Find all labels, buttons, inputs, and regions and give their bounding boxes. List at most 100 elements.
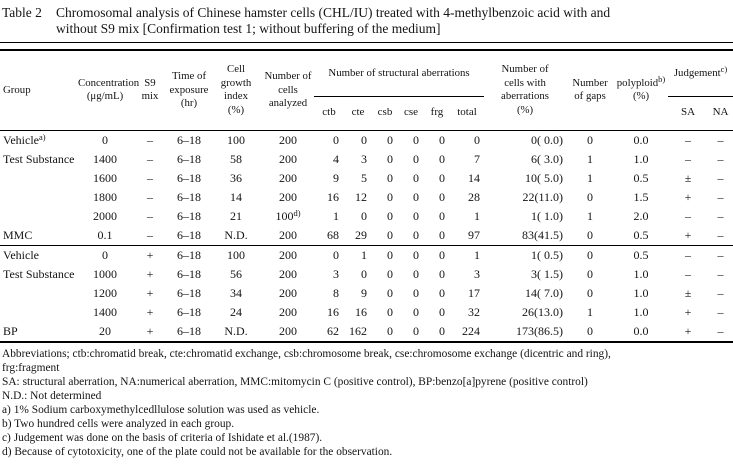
group-cell	[0, 303, 78, 322]
caption-text: Chromosomal analysis of Chinese hamster …	[56, 5, 611, 36]
header-row-sub: ctb cte csb cse frg total SA NA	[0, 96, 733, 131]
polyploid-cell: 0.0	[633, 132, 649, 147]
concentration-cell: 1400	[93, 151, 117, 166]
footnote-abbreviations-2: frg:fragment	[2, 361, 60, 374]
header-structural-aberrations: Number of structural aberrations	[314, 50, 485, 97]
polyploid-cell: 0.5	[614, 244, 669, 265]
cells-analyzed-cell: 200	[279, 189, 297, 204]
cell-growth-index-cell: 34	[230, 285, 242, 300]
frg-cell: 0	[439, 323, 445, 338]
judgement-sa-cell: +	[684, 304, 692, 319]
cells-with-aberrations-cell: 26(13.0)	[522, 304, 564, 319]
header-frg: frg	[424, 96, 450, 131]
table-block-without-s9: Vehiclea) 0–6–18 100 200 0 0 0 0 0 0 0( 0.0) 0 0.0– –…	[0, 130, 733, 245]
frg-cell: 0	[439, 227, 445, 242]
footnote-nd: N.D.: Not determined	[2, 389, 102, 402]
cte-cell: 162	[349, 323, 367, 338]
cell-growth-index-cell: 14	[230, 189, 242, 204]
polyploid-cell: 1.0	[633, 285, 649, 300]
group-cell: MMC	[3, 227, 33, 242]
total-cell: 14	[468, 170, 481, 185]
header-cells-analyzed: Number of cells analyzed	[262, 50, 314, 131]
judgement-na-cell: –	[717, 266, 724, 281]
s9-mix-cell: +	[146, 266, 154, 281]
polyploid-cell: 1.0	[633, 304, 649, 319]
group-cell	[0, 207, 78, 226]
table-block-with-s9: Vehicle 0 +6–18 100 200 0 1 0 0 0 1 1( 0.5) 0 0.5– – Te…	[0, 244, 733, 342]
time-of-exposure-cell: 6–18	[168, 244, 210, 265]
cell-growth-index-cell: 58	[230, 151, 242, 166]
table-header: Group Concentration (μg/mL) S9 mix Time …	[0, 50, 733, 131]
cell-growth-index-cell: 100	[227, 132, 245, 147]
csb-cell: 0	[387, 266, 393, 281]
cte-cell: 16	[355, 304, 367, 319]
cse-cell: 0	[398, 244, 424, 265]
header-ctb: ctb	[314, 96, 344, 131]
cte-cell: 0	[361, 266, 367, 281]
csb-cell: 0	[387, 285, 393, 300]
table-row: BP 20 +6–18 N.D. 200 62 162 0 0 0 224 173(86.5) 0 0.0…	[0, 322, 733, 342]
frg-cell: 0	[439, 285, 445, 300]
cse-cell: 0	[413, 151, 419, 166]
ctb-cell: 0	[314, 244, 344, 265]
time-of-exposure-cell: 6–18	[177, 266, 201, 281]
concentration-cell: 20	[99, 323, 111, 338]
table-row: 1600 – 6–18 36 200 9 5 0 0 0 14 10( 5.0) 1 0.5 ± –	[0, 169, 733, 188]
gaps-cell: 1	[587, 151, 594, 166]
gaps-cell: 0	[587, 227, 594, 242]
polyploid-cell: 2.0	[633, 208, 649, 223]
total-cell: 28	[468, 189, 481, 204]
polyploid-unit: (%)	[632, 90, 650, 103]
frg-cell: 0	[439, 170, 445, 185]
header-gaps: Number of gaps	[566, 50, 615, 131]
table-row: Test Substance 1400 – 6–18 58 200 4 3 0 0 0 7 6( 3.0…	[0, 150, 733, 169]
table-number: Table 2	[2, 5, 42, 20]
cell-growth-index-cell: 36	[230, 170, 242, 185]
ctb-cell: 1	[333, 208, 339, 223]
header-cse: cse	[398, 96, 424, 131]
s9-mix-cell: +	[132, 244, 168, 265]
concentration-cell: 0	[78, 244, 132, 265]
csb-cell: 0	[387, 208, 393, 223]
cte-cell: 3	[361, 151, 367, 166]
total-cell: 224	[462, 323, 481, 338]
time-of-exposure-cell: 6–18	[177, 227, 201, 242]
polyploid-label: polyploid	[616, 76, 659, 89]
header-group: Group	[0, 50, 78, 131]
gaps-cell: 1	[587, 208, 594, 223]
ctb-cell: 9	[333, 170, 339, 185]
ctb-cell: 0	[333, 132, 339, 147]
total-cell: 17	[468, 285, 481, 300]
cells-analyzed-cell: 100d)	[275, 207, 301, 223]
cells-with-aberrations-cell: 173(86.5)	[516, 323, 564, 338]
table-row: 1800 – 6–18 14 200 16 12 0 0 0 28 22(11.0) 0 1.5 + –	[0, 188, 733, 207]
cse-cell: 0	[413, 285, 419, 300]
s9-mix-cell: –	[147, 132, 153, 147]
concentration-cell: 2000	[93, 208, 117, 223]
table-row: 2000 – 6–18 21 100d) 1 0 0 0 0 1 1( 1.0) 1 2.0 – –	[0, 207, 733, 226]
gaps-cell: 0	[587, 266, 594, 281]
polyploid-cell: 1.0	[633, 151, 649, 166]
cte-cell: 9	[361, 285, 367, 300]
group-cell: Test Substance	[3, 266, 75, 281]
group-cell: BP	[3, 323, 18, 338]
footnote-a: a) 1% Sodium carboxymethylcedllulose sol…	[2, 403, 320, 416]
cte-cell: 29	[355, 227, 367, 242]
judgement-na-cell: –	[717, 285, 724, 300]
header-cells-with-aberrations: Number of cells with aberrations (%)	[484, 50, 567, 131]
csb-cell: 0	[387, 189, 393, 204]
total-cell: 97	[468, 227, 481, 242]
time-of-exposure-cell: 6–18	[177, 208, 201, 223]
concentration-cell: 1200	[93, 285, 117, 300]
polyploid-cell: 1.5	[633, 189, 649, 204]
ctb-cell: 8	[333, 285, 339, 300]
judgement-sa-cell: ±	[684, 285, 692, 300]
judgement-na-cell: –	[717, 227, 724, 242]
concentration-cell: 1600	[93, 170, 117, 185]
group-cell: Test Substance	[3, 151, 75, 166]
s9-mix-cell: –	[147, 189, 153, 204]
cse-cell: 0	[413, 170, 419, 185]
gaps-cell: 0	[566, 244, 615, 265]
group-cell	[0, 284, 78, 303]
cte-cell: 12	[355, 189, 367, 204]
